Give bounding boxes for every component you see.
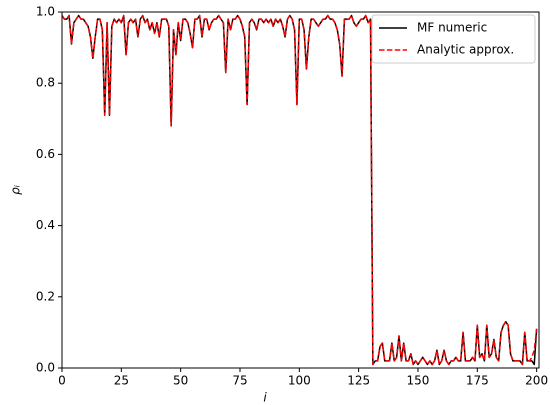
y-tick-label: 0.4: [36, 218, 55, 232]
x-tick-label: 175: [466, 374, 489, 388]
y-axis-label: ρᵢ: [9, 185, 23, 195]
y-tick-label: 0.8: [36, 76, 55, 90]
legend: MF numeric Analytic approx.: [371, 14, 536, 64]
data-line: [61, 14, 538, 366]
legend-label: MF numeric: [417, 21, 487, 35]
y-tick-label: 1.0: [36, 5, 55, 19]
x-tick-label: 125: [347, 374, 370, 388]
x-tick-label: 75: [232, 374, 247, 388]
x-tick-label: 0: [58, 374, 66, 388]
plot-frame: [61, 11, 540, 369]
y-tick-label: 0.2: [36, 289, 55, 303]
data-line: [61, 14, 538, 366]
y-tick-label: 0.6: [36, 147, 55, 161]
legend-label: Analytic approx.: [417, 43, 514, 57]
x-tick-label: 200: [525, 374, 548, 388]
legend-box: [371, 14, 536, 64]
x-tick-label: 100: [288, 374, 311, 388]
x-tick-label: 50: [173, 374, 188, 388]
x-tick-label: 25: [114, 374, 129, 388]
y-tick-label: 0.0: [36, 361, 55, 375]
x-axis-label: i: [263, 391, 267, 405]
x-tick-label: 150: [407, 374, 430, 388]
